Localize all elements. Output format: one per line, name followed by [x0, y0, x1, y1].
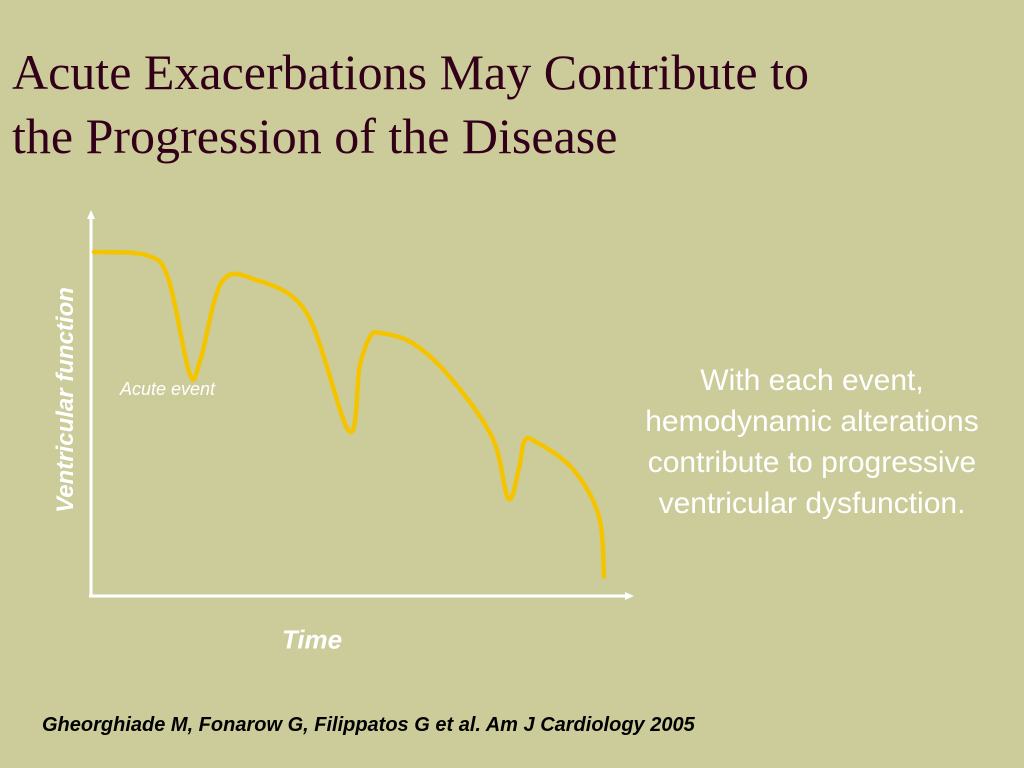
acute-event-annotation: Acute event: [120, 379, 216, 399]
x-axis-label: Time: [281, 624, 343, 655]
citation: Gheorghiade M, Fonarow G, Filippatos G e…: [42, 714, 695, 736]
slide-title: Acute Exacerbations May Contribute to th…: [12, 40, 1012, 168]
explanatory-note: With each event, hemodynamic alterations…: [645, 364, 979, 520]
slide-title-line-1: Acute Exacerbations May Contribute to: [12, 44, 809, 100]
y-axis-label: Ventricular function: [52, 287, 79, 513]
ventricular-function-curve: [91, 249, 607, 579]
slide-title-line-2: the Progression of the Disease: [12, 108, 618, 164]
